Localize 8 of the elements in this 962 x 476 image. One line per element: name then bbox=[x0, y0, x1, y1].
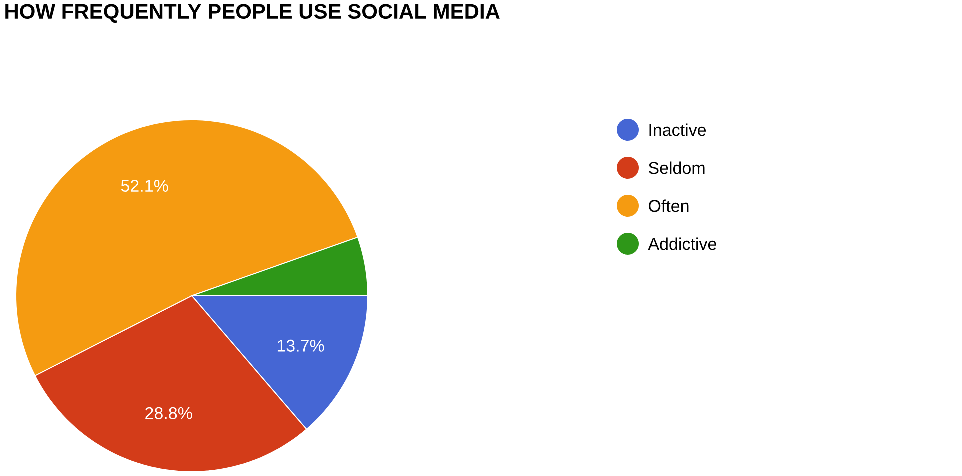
legend-label: Often bbox=[649, 200, 689, 212]
legend-label: Addictive bbox=[648, 238, 716, 250]
legend-label: Inactive bbox=[650, 124, 706, 136]
chart-title: HOW FREQUENTLY PEOPLE USE SOCIAL MEDIA bbox=[6, 4, 500, 23]
legend-label: Seldom bbox=[648, 162, 705, 174]
data-label: 13.7% bbox=[278, 340, 324, 352]
data-label: 52.1% bbox=[121, 180, 168, 192]
data-label: 28.8% bbox=[146, 407, 192, 420]
